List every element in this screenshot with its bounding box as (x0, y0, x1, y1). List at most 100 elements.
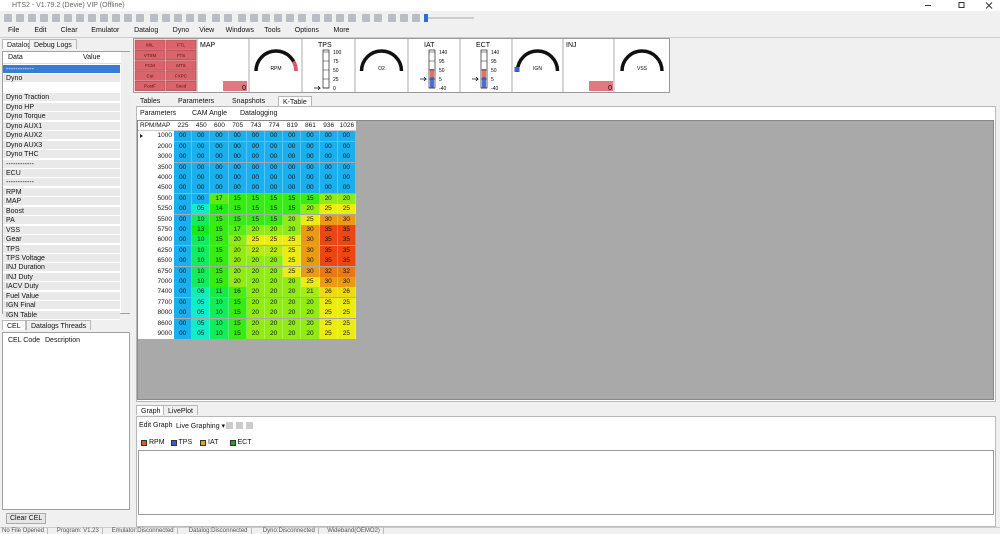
table-cell[interactable]: 00 (319, 131, 338, 142)
toolbar-icon[interactable] (236, 422, 243, 429)
table-cell[interactable]: 00 (192, 152, 211, 163)
table-cell[interactable]: 35 (319, 256, 338, 267)
table-cell[interactable]: 20 (246, 225, 265, 235)
main-tab[interactable]: Tables (140, 98, 161, 105)
table-cell[interactable]: 15 (210, 225, 229, 235)
table-cell[interactable]: 20 (246, 318, 265, 329)
menu-item[interactable]: More (333, 27, 350, 34)
table-cell[interactable]: 32 (337, 266, 356, 277)
table-cell[interactable]: 00 (174, 297, 193, 308)
table-cell[interactable]: 15 (210, 214, 229, 225)
table-cell[interactable]: 20 (246, 287, 265, 298)
list-row[interactable]: Boost (3, 206, 120, 216)
list-row[interactable]: TPS Voltage (3, 254, 120, 263)
table-cell[interactable]: 20 (283, 225, 302, 235)
table-cell[interactable]: 15 (246, 204, 265, 215)
table-cell[interactable]: 35 (319, 235, 338, 246)
table-cell[interactable]: 15 (210, 235, 229, 246)
list-row[interactable]: Dyno Torque (3, 112, 120, 122)
table-cell[interactable]: 25 (283, 245, 302, 256)
table-cell[interactable]: 10 (192, 266, 211, 277)
table-cell[interactable]: 00 (174, 141, 193, 152)
table-cell[interactable]: 00 (283, 162, 302, 173)
menu-item[interactable]: Edit (34, 27, 47, 34)
menu-item[interactable]: Dyno (172, 27, 190, 34)
table-cell[interactable]: 25 (319, 318, 338, 329)
table-cell[interactable]: 00 (192, 173, 211, 183)
menu-item[interactable]: Clear (60, 27, 78, 34)
table-cell[interactable]: 00 (337, 183, 356, 194)
table-cell[interactable]: 00 (192, 183, 211, 194)
table-cell[interactable]: 15 (228, 318, 247, 329)
table-cell[interactable]: 20 (246, 329, 265, 339)
table-cell[interactable]: 17 (210, 193, 229, 204)
table-cell[interactable]: 20 (265, 277, 284, 287)
table-cell[interactable]: 00 (265, 141, 284, 152)
list-row[interactable]: Dyno AUX2 (3, 131, 120, 141)
table-cell[interactable]: 10 (210, 297, 229, 308)
list-row[interactable]: Dyno THC (3, 150, 120, 160)
table-cell[interactable]: 00 (246, 152, 265, 163)
table-cell[interactable]: 32 (319, 266, 338, 277)
table-cell[interactable]: 06 (192, 287, 211, 298)
table-cell[interactable]: 20 (265, 308, 284, 319)
table-cell[interactable]: 13 (192, 225, 211, 235)
table-cell[interactable]: 00 (228, 141, 247, 152)
table-cell[interactable]: 00 (246, 162, 265, 173)
menu-item[interactable]: Options (294, 27, 319, 34)
table-cell[interactable]: 00 (319, 173, 338, 183)
table-cell[interactable]: 20 (283, 277, 302, 287)
list-row[interactable]: Dyno (3, 74, 120, 84)
table-cell[interactable]: 25 (337, 318, 356, 329)
table-cell[interactable]: 15 (283, 204, 302, 215)
list-row[interactable]: INJ Duration (3, 263, 120, 273)
table-cell[interactable]: 00 (246, 173, 265, 183)
graph-tab[interactable]: Graph (136, 405, 166, 415)
table-cell[interactable]: 15 (228, 214, 247, 225)
table-cell[interactable]: 00 (283, 173, 302, 183)
table-cell[interactable]: 25 (319, 204, 338, 215)
table-cell[interactable]: 35 (319, 245, 338, 256)
table-cell[interactable]: 15 (210, 266, 229, 277)
table-cell[interactable]: 25 (301, 277, 320, 287)
list-row[interactable]: ------------ (3, 65, 120, 74)
table-cell[interactable]: 20 (265, 225, 284, 235)
table-cell[interactable]: 20 (228, 256, 247, 267)
menu-item[interactable]: Emulator (91, 27, 120, 34)
table-cell[interactable]: 35 (319, 225, 338, 235)
table-cell[interactable]: 20 (246, 277, 265, 287)
table-cell[interactable]: 25 (319, 308, 338, 319)
table-cell[interactable]: 25 (246, 235, 265, 246)
list-row[interactable]: IGN Table (3, 310, 120, 320)
table-cell[interactable]: 22 (265, 245, 284, 256)
table-cell[interactable]: 15 (228, 193, 247, 204)
table-cell[interactable]: 25 (337, 204, 356, 215)
table-cell[interactable]: 00 (228, 131, 247, 142)
toolbar-dropdown[interactable]: Live Graphing ▾ (176, 423, 226, 430)
sub-tab[interactable]: CAM Angle (192, 110, 228, 117)
table-cell[interactable]: 00 (210, 162, 229, 173)
panel-tab[interactable]: Datalogs Threads (26, 320, 92, 330)
list-row[interactable]: ------------ (3, 159, 120, 169)
menu-item[interactable]: Datalog (134, 27, 159, 34)
table-cell[interactable]: 25 (283, 256, 302, 267)
table-cell[interactable]: 20 (265, 297, 284, 308)
table-cell[interactable]: 25 (337, 329, 356, 339)
table-cell[interactable]: 10 (192, 256, 211, 267)
table-cell[interactable]: 21 (301, 287, 320, 298)
table-cell[interactable]: 20 (301, 318, 320, 329)
table-cell[interactable]: 20 (319, 193, 338, 204)
table-cell[interactable]: 10 (192, 235, 211, 246)
table-cell[interactable]: 00 (265, 173, 284, 183)
table-cell[interactable]: 10 (210, 318, 229, 329)
table-cell[interactable]: 26 (319, 287, 338, 298)
table-cell[interactable]: 00 (210, 131, 229, 142)
list-row[interactable]: Dyno HP (3, 102, 120, 112)
table-cell[interactable]: 10 (192, 245, 211, 256)
table-cell[interactable]: 00 (228, 183, 247, 194)
table-cell[interactable]: 20 (283, 287, 302, 298)
toolbar-icon[interactable] (246, 422, 253, 429)
table-cell[interactable]: 00 (301, 152, 320, 163)
table-cell[interactable]: 05 (192, 297, 211, 308)
sub-tab[interactable]: Parameters (140, 110, 177, 117)
